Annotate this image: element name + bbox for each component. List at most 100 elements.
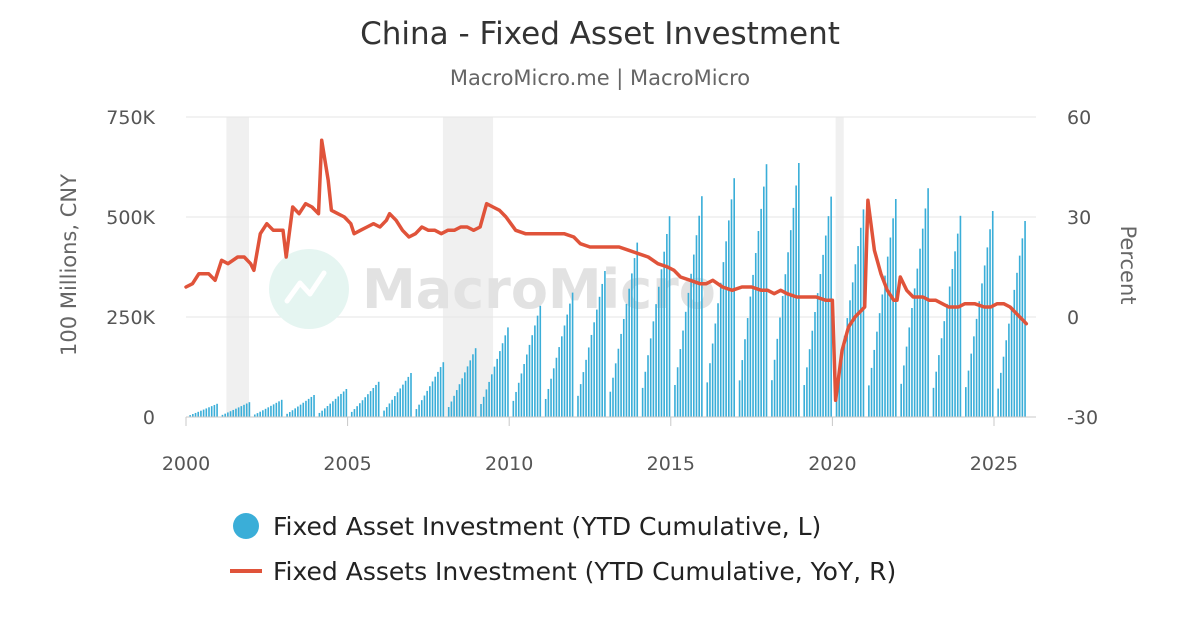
bar — [566, 314, 569, 417]
bar — [280, 399, 283, 417]
bar — [911, 308, 913, 417]
bar — [259, 411, 261, 417]
bar — [722, 262, 725, 417]
bar — [811, 330, 814, 417]
bar — [558, 347, 560, 417]
bar — [526, 354, 528, 417]
legend-item-line[interactable]: Fixed Assets Investment (YTD Cumulative,… — [273, 557, 896, 586]
bar — [625, 303, 628, 417]
bar — [329, 403, 332, 417]
bar — [692, 254, 695, 417]
bar — [660, 269, 663, 417]
bar — [356, 406, 358, 417]
bar — [900, 383, 902, 417]
bar — [507, 327, 509, 417]
bar — [835, 386, 838, 417]
shaded-period — [835, 117, 844, 417]
bar — [205, 408, 208, 417]
bar — [749, 296, 752, 417]
bar — [332, 401, 334, 417]
bar — [245, 403, 248, 417]
bar — [563, 325, 566, 417]
bar — [795, 185, 797, 417]
bar — [846, 318, 849, 417]
bar — [881, 294, 884, 417]
bar — [948, 286, 951, 417]
right-y-axis-ticks: -30 0 30 60 — [1067, 107, 1098, 429]
bar — [375, 384, 377, 417]
bar — [213, 404, 216, 417]
bar — [951, 268, 954, 417]
bar — [272, 404, 275, 417]
bar — [986, 247, 989, 417]
legend: Fixed Asset Investment (YTD Cumulative, … — [230, 512, 896, 586]
bar — [789, 230, 792, 417]
watermark: MacroMicro — [269, 249, 716, 329]
bar — [232, 409, 235, 417]
bar — [760, 208, 762, 417]
bar — [752, 274, 754, 417]
bar — [431, 381, 434, 417]
bar — [396, 392, 399, 417]
bar — [935, 371, 937, 417]
bar — [377, 381, 380, 417]
bar — [978, 301, 981, 417]
bar — [253, 414, 256, 417]
bar — [394, 396, 396, 417]
bar — [434, 376, 437, 417]
bar — [288, 412, 291, 417]
bar — [278, 401, 280, 417]
bar — [946, 303, 948, 417]
bar — [194, 412, 197, 417]
bar — [420, 400, 423, 417]
bar — [938, 355, 940, 417]
bar — [663, 251, 665, 417]
bar — [555, 357, 558, 417]
bar — [631, 273, 633, 417]
bar — [550, 378, 552, 417]
bar — [210, 406, 213, 417]
bar — [889, 237, 892, 417]
shaded-periods — [226, 117, 844, 417]
bar — [827, 216, 830, 417]
bar — [679, 349, 682, 417]
bar — [552, 368, 555, 417]
bar — [369, 391, 372, 417]
bar — [921, 228, 924, 417]
bar — [372, 388, 375, 417]
right-axis-title: Percent — [1116, 225, 1140, 304]
bar — [248, 402, 251, 417]
bar — [843, 335, 846, 417]
bar — [243, 404, 245, 417]
bar — [534, 325, 536, 417]
bar — [235, 408, 237, 417]
bar — [779, 317, 781, 417]
bar — [297, 406, 299, 417]
bar — [221, 414, 224, 417]
bar — [307, 398, 310, 417]
bar — [717, 303, 719, 417]
bar — [1018, 255, 1021, 417]
bar — [991, 211, 994, 417]
x-tick-label: 2025 — [970, 453, 1018, 475]
bar — [849, 300, 851, 417]
bar — [442, 362, 445, 417]
bar — [208, 407, 210, 417]
bar — [310, 396, 313, 417]
bar — [787, 252, 789, 417]
bar — [916, 268, 919, 417]
bar — [359, 403, 361, 417]
bar — [649, 338, 652, 417]
bar — [342, 391, 345, 417]
bar — [622, 318, 625, 417]
legend-bar-marker[interactable] — [233, 513, 259, 539]
bar — [684, 311, 687, 417]
bar — [981, 283, 983, 417]
bar — [482, 396, 485, 417]
bar — [854, 264, 857, 417]
bar — [512, 400, 515, 417]
bar — [337, 396, 340, 417]
legend-item-bar[interactable]: Fixed Asset Investment (YTD Cumulative, … — [273, 512, 821, 541]
bar — [399, 388, 402, 417]
bar — [725, 241, 727, 417]
